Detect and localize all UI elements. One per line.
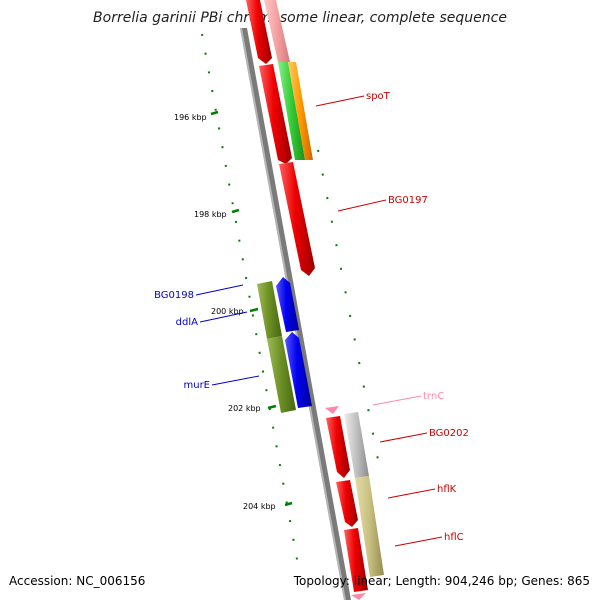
accession-text: Accession: NC_006156	[9, 574, 146, 588]
cog-bar-green	[278, 62, 305, 160]
gene-label-murE: murE	[183, 380, 210, 391]
gene-label-hflC: hflC	[444, 532, 464, 543]
gene-label-BG0202: BG0202	[429, 428, 469, 439]
leader-line-BG0202	[379, 432, 428, 443]
gene-label-hflK: hflK	[437, 484, 457, 495]
tick-mark-202	[267, 404, 277, 410]
gene-label-BG0197: BG0197	[388, 195, 428, 206]
gene-arrow-BG0198	[276, 277, 299, 332]
trna-marker-trnC	[325, 406, 339, 414]
tick-label-202: 202 kbp	[228, 404, 261, 413]
cog-bar-grey	[344, 412, 369, 478]
gene-arrow-hflC	[344, 528, 368, 592]
trna-marker-bottom	[351, 593, 366, 600]
leader-line-murE	[211, 375, 260, 386]
gene-label-ddlA: ddlA	[176, 317, 198, 328]
tick-mark-204	[284, 501, 293, 507]
tick-mark-200	[249, 307, 259, 313]
map-title: Borrelia garinii PBi chromosome linear, …	[93, 10, 507, 26]
leader-line-BG0197	[337, 199, 387, 212]
tick-mark-198	[231, 208, 240, 214]
tick-label-198: 198 kbp	[194, 210, 227, 219]
tick-label-204: 204 kbp	[243, 502, 276, 511]
gene-label-trnC: trnC	[423, 391, 444, 402]
major-ticks	[210, 110, 293, 507]
tick-mark-196	[210, 110, 219, 116]
cog-bar-olive-2	[267, 336, 296, 413]
summary-text: Topology: linear; Length: 904,246 bp; Ge…	[293, 574, 590, 588]
gene-arrow-murE	[285, 332, 312, 408]
leader-line-BG0198	[195, 284, 244, 296]
tick-label-196: 196 kbp	[174, 113, 207, 122]
gene-arrow-BG0197	[279, 162, 315, 276]
gene-arrow-top	[246, 0, 272, 64]
leader-line-hflC	[394, 536, 443, 547]
tick-label-200: 200 kbp	[211, 307, 244, 316]
cog-bar-khaki	[355, 476, 384, 577]
gene-arrow-BG0202	[326, 416, 350, 478]
gene-arrow-hflK	[336, 480, 358, 527]
cog-bar-pink	[264, 0, 290, 62]
leader-line-ddlA	[199, 311, 248, 323]
gene-label-BG0198: BG0198	[154, 290, 194, 301]
cog-bar-orange	[288, 62, 313, 160]
gene-label-spoT: spoT	[366, 91, 391, 102]
leader-line-hflK	[387, 488, 436, 499]
leader-line-spoT	[315, 95, 365, 107]
cog-bar-olive-1	[257, 281, 282, 339]
gene-arrow-spoT	[259, 64, 292, 164]
leader-line-trnC	[372, 395, 422, 406]
